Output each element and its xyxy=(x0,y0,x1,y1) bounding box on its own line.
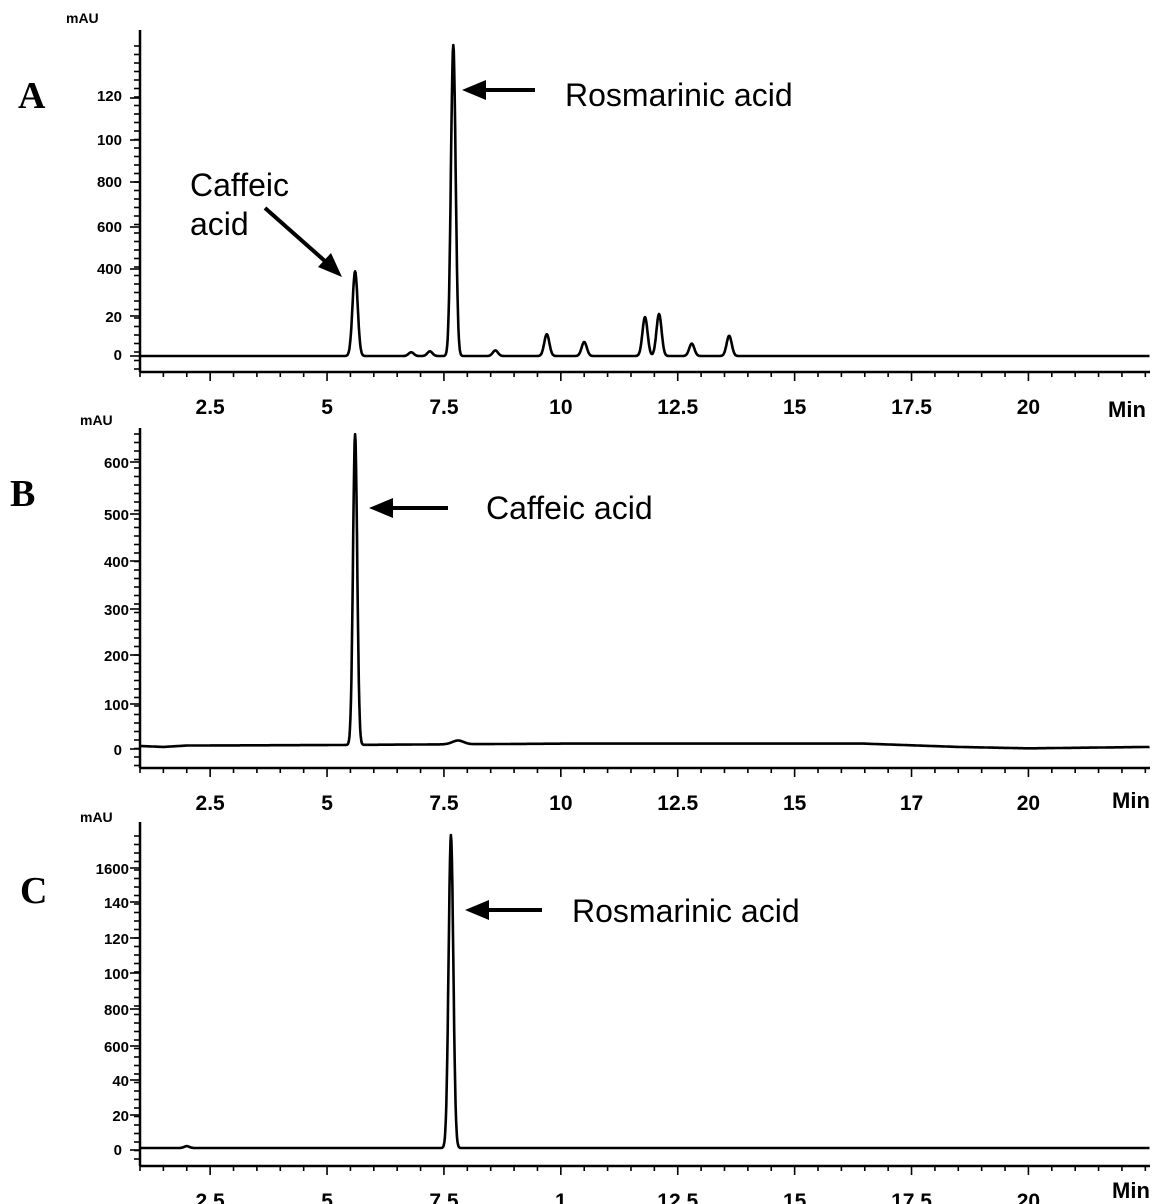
x-tick-label: 5 xyxy=(321,792,333,815)
panel-a-x-unit: Min xyxy=(1108,397,1146,422)
x-tick-label: 15 xyxy=(783,1190,807,1204)
panel-c-x-ticks xyxy=(139,1166,1147,1175)
panel-c-x-tick-labels: 2.5 5 7.5 1 12.5 15 17.5 20 xyxy=(196,1190,1041,1204)
panel-c-ytick-label: 600 xyxy=(104,1039,129,1056)
panel-c-ytick-label: 20 xyxy=(112,1108,129,1125)
panel-b-ytick-label: 100 xyxy=(104,697,129,714)
panel-a-arrow-caffeic xyxy=(263,206,328,264)
x-tick-label: 20 xyxy=(1017,396,1040,419)
panel-a-trace xyxy=(139,43,1151,358)
panel-b-ytick-label: 200 xyxy=(104,648,129,665)
x-tick-label: 2.5 xyxy=(196,1190,226,1204)
x-tick-label: 7.5 xyxy=(429,396,459,419)
panel-a-arrowhead-caffeic xyxy=(318,253,342,277)
panel-c-ytick-label: 0 xyxy=(114,1142,122,1159)
x-tick-label: 12.5 xyxy=(657,1190,698,1204)
panel-a-ytick-label: 0 xyxy=(114,347,122,364)
x-tick-label: 12.5 xyxy=(657,792,698,815)
panel-c-ytick-label: 140 xyxy=(104,895,129,912)
x-tick-label: 10 xyxy=(549,396,572,419)
panel-c-y-ticks xyxy=(130,835,140,1160)
x-tick-label: 15 xyxy=(783,396,807,419)
panel-b-ytick-label: 500 xyxy=(104,507,129,524)
panel-a: A mAU 120 100 800 600 400 20 0 2.5 5 7.5 10… xyxy=(18,10,1151,422)
panel-a-annotation-rosmarinic: Rosmarinic acid xyxy=(565,77,793,113)
x-tick-label: 5 xyxy=(321,1190,333,1204)
x-tick-label: 15 xyxy=(783,792,807,815)
panel-b-annotation-caffeic: Caffeic acid xyxy=(486,490,653,526)
x-tick-label: 5 xyxy=(321,396,333,419)
x-tick-label: 1 xyxy=(555,1190,567,1204)
panel-b-x-ticks xyxy=(139,768,1147,777)
x-tick-label: 17.5 xyxy=(891,1190,932,1204)
panel-b-ytick-label: 0 xyxy=(114,742,122,759)
panel-b-arrowhead-caffeic xyxy=(369,498,393,518)
panel-c-y-unit: mAU xyxy=(80,809,113,825)
panel-c-x-unit: Min xyxy=(1112,1178,1150,1203)
x-tick-label: 7.5 xyxy=(429,792,459,815)
panel-c-ytick-label: 800 xyxy=(104,1002,129,1019)
panel-a-ytick-label: 20 xyxy=(105,309,122,326)
panel-letter-b: B xyxy=(10,473,35,515)
panel-c-ytick-label: 40 xyxy=(112,1073,129,1090)
x-tick-label: 12.5 xyxy=(657,396,698,419)
panel-a-y-unit: mAU xyxy=(66,10,99,26)
panel-c-annotation-rosmarinic: Rosmarinic acid xyxy=(572,893,800,929)
panel-a-ytick-label: 600 xyxy=(97,219,122,236)
panel-c-ytick-label: 100 xyxy=(104,966,129,983)
panel-c-trace xyxy=(139,833,1151,1150)
panel-a-ytick-label: 120 xyxy=(97,88,122,105)
panel-a-x-ticks xyxy=(139,372,1147,381)
panel-a-y-ticks xyxy=(130,45,140,370)
panel-letter-a: A xyxy=(18,75,46,117)
x-tick-label: 2.5 xyxy=(196,792,226,815)
x-tick-label: 20 xyxy=(1017,1190,1040,1204)
panel-a-ytick-label: 800 xyxy=(97,174,122,191)
panel-b-x-unit: Min xyxy=(1112,788,1150,813)
x-tick-label: 7.5 xyxy=(429,1190,459,1204)
panel-a-ytick-label: 400 xyxy=(97,261,122,278)
panel-b-ytick-label: 300 xyxy=(104,602,129,619)
panel-b-y-ticks xyxy=(130,433,140,767)
panel-letter-c: C xyxy=(20,870,47,912)
panel-b-y-unit: mAU xyxy=(80,412,113,428)
panel-b-x-tick-labels: 2.5 5 7.5 10 12.5 15 17 20 xyxy=(196,792,1041,815)
panel-a-annotation-caffeic-line1: Caffeic xyxy=(190,167,289,203)
x-tick-label: 10 xyxy=(549,792,572,815)
x-tick-label: 2.5 xyxy=(196,396,226,419)
panel-c-arrowhead-rosmarinic xyxy=(465,900,489,920)
x-tick-label: 17.5 xyxy=(891,396,932,419)
panel-a-ytick-label: 100 xyxy=(97,132,122,149)
panel-a-x-tick-labels: 2.5 5 7.5 10 12.5 15 17.5 20 xyxy=(196,396,1041,419)
panel-a-annotation-caffeic-line2: acid xyxy=(190,206,249,242)
panel-b-ytick-label: 600 xyxy=(104,455,129,472)
panel-b-ytick-label: 400 xyxy=(104,554,129,571)
panel-b-trace xyxy=(139,432,1151,750)
panel-a-arrowhead-rosmarinic xyxy=(462,80,486,100)
x-tick-label: 17 xyxy=(900,792,923,815)
panel-c-ytick-label: 120 xyxy=(104,931,129,948)
panel-c-ytick-label: 1600 xyxy=(96,861,129,878)
panel-c: C mAU 1600 140 120 100 800 600 40 20 0 2… xyxy=(20,809,1151,1204)
x-tick-label: 20 xyxy=(1017,792,1040,815)
panel-b: B mAU 600 500 400 300 200 100 0 2.5 5 7.5 1… xyxy=(10,412,1151,815)
